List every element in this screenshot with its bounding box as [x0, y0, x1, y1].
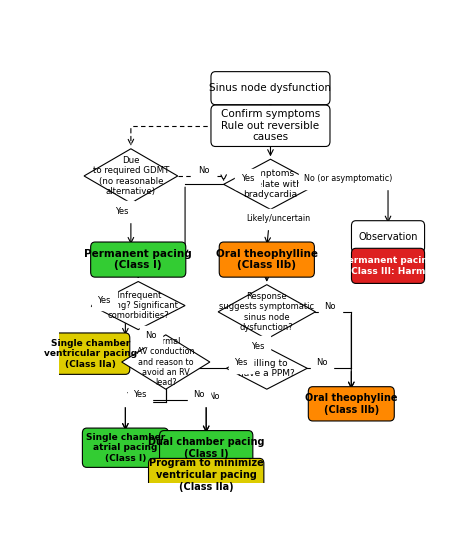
Text: No: No — [146, 331, 157, 340]
Text: Single chamber
atrial pacing
(Class I): Single chamber atrial pacing (Class I) — [86, 433, 165, 463]
Text: Yes: Yes — [115, 207, 128, 216]
FancyBboxPatch shape — [211, 105, 330, 147]
Polygon shape — [84, 149, 178, 203]
FancyBboxPatch shape — [352, 220, 425, 252]
FancyBboxPatch shape — [211, 72, 330, 105]
Text: Yes: Yes — [98, 295, 111, 305]
Text: No: No — [193, 390, 205, 399]
Polygon shape — [227, 348, 307, 389]
Polygon shape — [122, 335, 210, 389]
Text: Yes: Yes — [126, 392, 139, 401]
Text: Oral theophyline
(Class IIb): Oral theophyline (Class IIb) — [305, 393, 398, 415]
Text: Yes: Yes — [241, 174, 254, 184]
FancyBboxPatch shape — [82, 428, 168, 468]
FancyBboxPatch shape — [160, 431, 253, 465]
Text: No (or asymptomatic): No (or asymptomatic) — [304, 174, 393, 184]
Text: No: No — [316, 358, 328, 368]
Text: Symptoms
correlate with
bradycardia: Symptoms correlate with bradycardia — [239, 169, 302, 199]
Polygon shape — [218, 285, 316, 339]
FancyBboxPatch shape — [91, 242, 186, 277]
FancyBboxPatch shape — [219, 242, 314, 277]
Text: Yes: Yes — [133, 390, 147, 399]
Text: Yes: Yes — [234, 358, 248, 368]
Text: Permanent pacing
(Class I): Permanent pacing (Class I) — [84, 249, 192, 270]
Text: No: No — [324, 302, 336, 311]
FancyBboxPatch shape — [308, 387, 394, 421]
Text: Likely/uncertain: Likely/uncertain — [246, 214, 310, 223]
Text: Yes: Yes — [251, 342, 264, 351]
Text: Program to minimize
ventricular pacing
(Class IIa): Program to minimize ventricular pacing (… — [149, 458, 264, 491]
Text: Oral theophylline
(Class IIb): Oral theophylline (Class IIb) — [216, 249, 318, 270]
Polygon shape — [224, 159, 317, 210]
FancyBboxPatch shape — [352, 248, 425, 283]
Text: *Infrequent
pacing? Significant
comorbidities?: *Infrequent pacing? Significant comorbid… — [98, 291, 178, 320]
Text: No: No — [208, 392, 219, 401]
Text: No: No — [199, 166, 210, 175]
Text: Sinus node dysfunction: Sinus node dysfunction — [210, 83, 331, 93]
FancyBboxPatch shape — [51, 333, 130, 374]
Text: Due
to required GDMT
(no reasonable
alternative): Due to required GDMT (no reasonable alte… — [93, 156, 169, 196]
Text: Normal
AV conduction
and reason to
avoid an RV
lead?: Normal AV conduction and reason to avoid… — [137, 337, 194, 387]
Text: Single chamber
ventricular pacing
(Class IIa): Single chamber ventricular pacing (Class… — [44, 339, 137, 369]
Polygon shape — [91, 281, 185, 330]
Text: Response
suggests symptomatic
sinus node
dysfunction?: Response suggests symptomatic sinus node… — [219, 292, 314, 332]
Text: Observation: Observation — [358, 231, 418, 242]
Text: Confirm symptoms
Rule out reversible
causes: Confirm symptoms Rule out reversible cau… — [221, 109, 320, 142]
Text: Permanent pacing
(Class III: Harm): Permanent pacing (Class III: Harm) — [341, 256, 435, 275]
FancyBboxPatch shape — [148, 458, 264, 491]
Text: Dual chamber pacing
(Class I): Dual chamber pacing (Class I) — [148, 437, 264, 458]
Text: Willing to
have a PPM?: Willing to have a PPM? — [238, 358, 295, 378]
